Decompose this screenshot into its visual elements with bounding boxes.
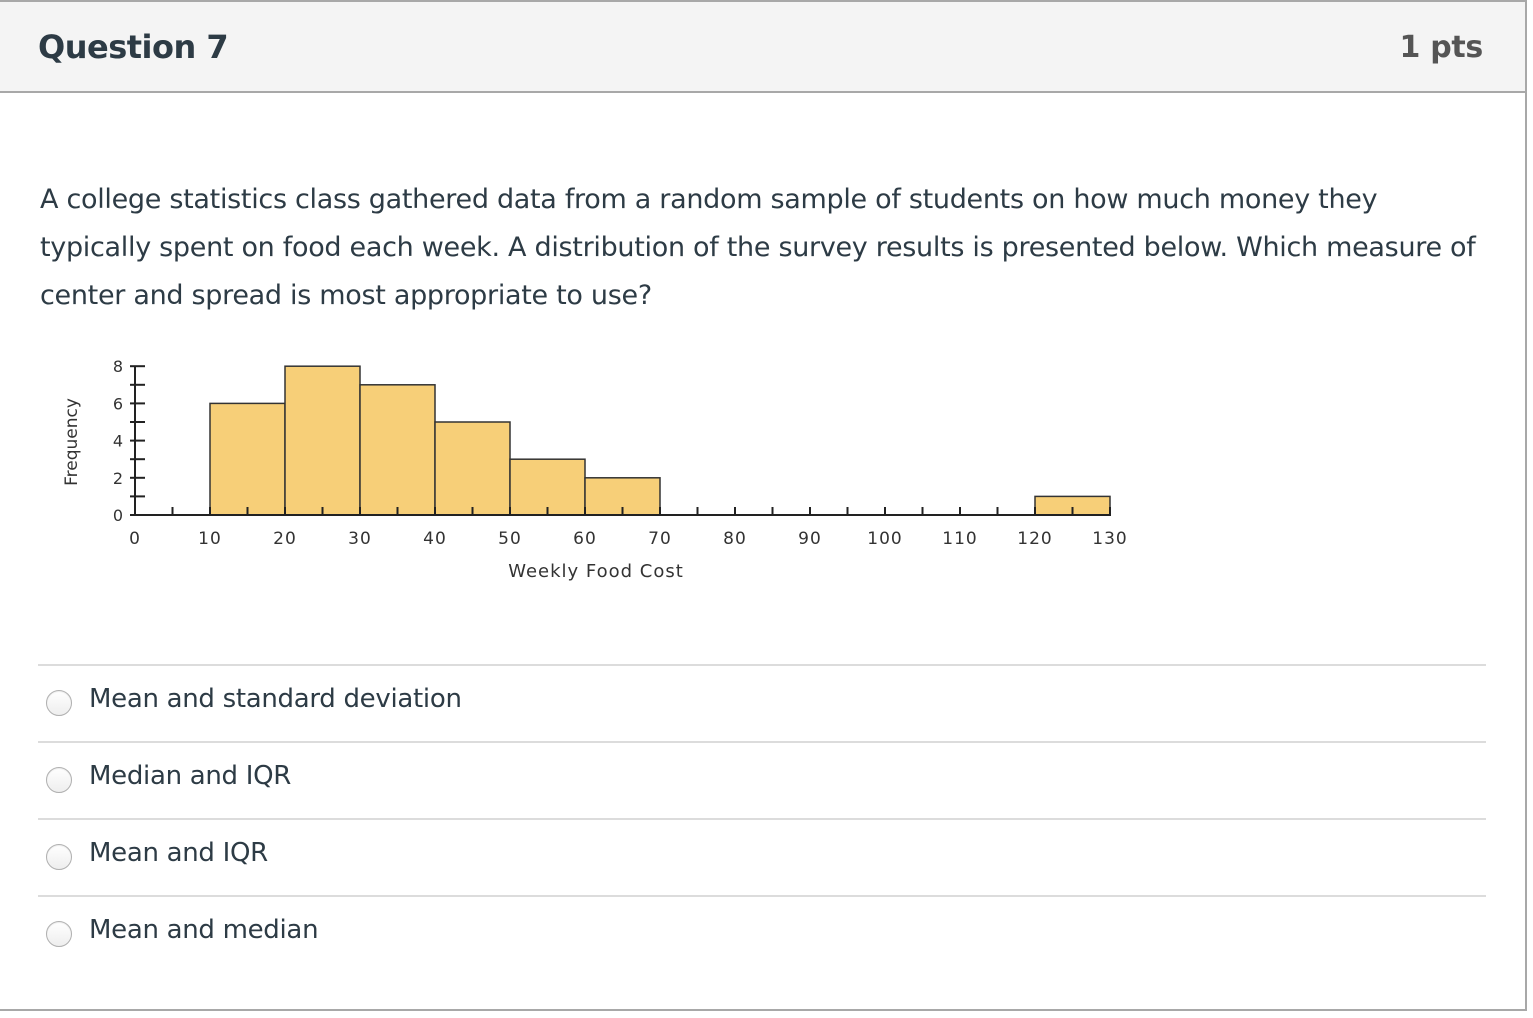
x-tick-label: 50 [498, 529, 522, 549]
y-tick-label: 6 [113, 394, 123, 413]
question-title: Question 7 [38, 28, 229, 66]
y-tick-label: 0 [113, 506, 123, 525]
answer-option[interactable]: Mean and IQR [38, 818, 1486, 895]
answer-label: Mean and median [89, 915, 319, 945]
radio-button[interactable] [46, 844, 72, 870]
histogram-bar [284, 365, 361, 516]
x-tick-label: 20 [273, 529, 297, 549]
radio-button[interactable] [46, 767, 72, 793]
radio-button[interactable] [46, 690, 72, 716]
y-tick-label: 8 [113, 357, 123, 376]
answer-label: Median and IQR [89, 761, 292, 791]
x-tick-label: 110 [942, 529, 977, 549]
x-tick-label: 40 [423, 529, 447, 549]
question-text: A college statistics class gathered data… [40, 184, 1476, 311]
answer-label: Mean and standard deviation [89, 684, 462, 714]
y-tick-label: 2 [113, 469, 123, 488]
x-tick-label: 80 [723, 529, 747, 549]
x-axis-label: Weekly Food Cost [508, 561, 684, 582]
histogram-bar [509, 458, 586, 516]
histogram-bar [434, 421, 511, 516]
x-tick-label: 60 [573, 529, 597, 549]
x-tick-label: 90 [798, 529, 822, 549]
answer-option[interactable]: Median and IQR [38, 741, 1486, 818]
x-tick-label: 70 [648, 529, 672, 549]
answer-option[interactable]: Mean and standard deviation [38, 664, 1486, 741]
answer-option[interactable]: Mean and median [38, 895, 1486, 972]
x-tick-label: 0 [129, 529, 141, 549]
question-points: 1 pts [1399, 30, 1484, 65]
question-header: Question 7 1 pts [0, 2, 1525, 93]
histogram-bar [209, 402, 286, 516]
histogram-chart: 0 2 4 6 8 0 10 20 30 40 50 60 70 80 90 100 110 120 130 Week… [50, 350, 1160, 594]
answer-label: Mean and IQR [89, 838, 268, 868]
y-axis-label: Frequency [62, 398, 82, 486]
answer-list: Mean and standard deviation Median and I… [38, 664, 1486, 972]
x-tick-label: 100 [867, 529, 902, 549]
x-tick-label: 120 [1017, 529, 1052, 549]
x-tick-label: 130 [1092, 529, 1127, 549]
x-tick-label: 30 [348, 529, 372, 549]
radio-button[interactable] [46, 921, 72, 947]
histogram-bar [359, 384, 436, 516]
x-tick-label: 10 [198, 529, 222, 549]
y-tick-label: 4 [113, 432, 123, 451]
